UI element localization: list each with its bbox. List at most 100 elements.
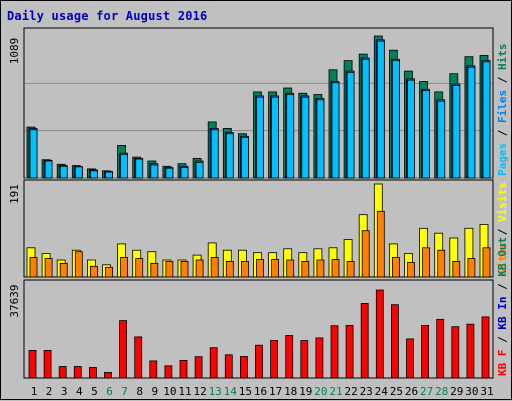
pages-bar bbox=[120, 154, 128, 179]
sites-bar bbox=[301, 260, 310, 278]
kbin-bar bbox=[375, 289, 384, 379]
x-tick-label: 10 bbox=[163, 385, 176, 398]
x-axis-labels: 1 2 3 4 5 6 7 8 9 10 11 12 13 14 15 16 17 18 19 20 21 22 23 24 2… bbox=[31, 385, 494, 398]
x-tick-label: 8 bbox=[136, 385, 143, 398]
kbin-bar bbox=[104, 371, 112, 379]
kbin-bar bbox=[285, 335, 294, 379]
pages-bar bbox=[376, 40, 385, 179]
sites-bar bbox=[90, 265, 98, 278]
sites-bar bbox=[120, 257, 128, 278]
x-tick-label: 19 bbox=[299, 385, 312, 398]
x-tick-label: 5 bbox=[91, 385, 98, 398]
kbin-bar bbox=[330, 325, 339, 379]
x-tick-label: 6 bbox=[106, 385, 113, 398]
kbin-bar bbox=[421, 324, 430, 379]
kbin-bar bbox=[134, 336, 143, 379]
pages-bar bbox=[437, 100, 446, 179]
kbin-bar bbox=[58, 366, 67, 379]
sites-bar bbox=[407, 261, 415, 278]
legend-hits: Pages / Files / Hits bbox=[496, 44, 509, 177]
sites-bar bbox=[467, 258, 476, 278]
kbin-bar bbox=[390, 304, 399, 379]
svg-text:Sites / Visits: Sites / Visits bbox=[496, 182, 509, 275]
pages-bar bbox=[452, 85, 461, 179]
kbin-bar bbox=[149, 360, 158, 379]
pages-bar bbox=[271, 96, 280, 179]
pages-bar bbox=[256, 96, 264, 179]
sites-bar bbox=[180, 260, 189, 278]
legend-sep-3: / bbox=[496, 228, 509, 235]
kbin-bar bbox=[466, 323, 475, 379]
kbin-bar bbox=[481, 316, 490, 379]
sites-bar bbox=[225, 260, 234, 278]
pages-bar bbox=[361, 58, 370, 179]
legend-sep-5: / bbox=[496, 283, 509, 290]
pages-bar bbox=[286, 94, 295, 179]
sites-bar bbox=[422, 247, 431, 278]
x-tick-label: 15 bbox=[239, 385, 252, 398]
kbin-bar bbox=[89, 367, 97, 379]
kbin-bar bbox=[119, 320, 127, 379]
ymax-label-kbytes: 37639 bbox=[8, 284, 21, 317]
x-tick-label: 17 bbox=[269, 385, 282, 398]
x-tick-label: 31 bbox=[480, 385, 493, 398]
ymax-label-visits: 191 bbox=[8, 184, 21, 204]
legend-visits: Sites / Visits bbox=[496, 182, 509, 275]
sites-bar bbox=[331, 259, 340, 278]
legend-kbytes: KB F / KB In / KB Out bbox=[496, 237, 509, 376]
kbin-bar bbox=[345, 324, 354, 379]
sites-bar bbox=[74, 251, 83, 278]
x-tick-label: 26 bbox=[405, 385, 418, 398]
x-tick-label: 21 bbox=[329, 385, 342, 398]
kbin-bar bbox=[73, 366, 82, 379]
x-tick-label: 4 bbox=[76, 385, 83, 398]
sites-bar bbox=[105, 266, 113, 278]
pages-bar bbox=[482, 61, 491, 179]
legend-kbin: KB In bbox=[496, 297, 509, 330]
legend-sites: Sites bbox=[496, 242, 509, 275]
kbin-bar bbox=[209, 347, 218, 379]
x-tick-label: 9 bbox=[151, 385, 158, 398]
pages-bar bbox=[407, 79, 415, 179]
pages-bar bbox=[90, 170, 98, 179]
legend-pages: Pages bbox=[496, 143, 509, 176]
pages-bar bbox=[150, 164, 159, 179]
bars-layer bbox=[25, 35, 492, 379]
svg-text:KB F / KB In: KB F / KB In / KB Out bbox=[496, 237, 509, 376]
sites-bar bbox=[271, 259, 280, 278]
sites-bar bbox=[29, 257, 38, 278]
sites-bar bbox=[346, 260, 355, 278]
panel-kbytes bbox=[23, 279, 494, 379]
sites-bar bbox=[195, 259, 204, 278]
ymax-label-hits: 1089 bbox=[8, 38, 21, 65]
svg-text:Pages / Files: Pages / Files / Hits bbox=[496, 44, 509, 177]
pages-bar bbox=[240, 137, 249, 179]
kbin-bar bbox=[255, 344, 263, 379]
pages-bar bbox=[316, 99, 325, 179]
pages-bar bbox=[44, 160, 53, 179]
legend-kbout: KB Out bbox=[496, 237, 509, 277]
pages-bar bbox=[59, 165, 68, 179]
kbin-bar bbox=[43, 349, 52, 379]
sites-bar bbox=[150, 262, 159, 278]
kbin-bar bbox=[315, 337, 324, 379]
sites-bar bbox=[210, 257, 219, 278]
kbin-bar bbox=[436, 318, 445, 379]
pages-bar bbox=[467, 66, 476, 179]
pages-bar bbox=[301, 96, 310, 179]
x-tick-label: 22 bbox=[344, 385, 357, 398]
pages-bar bbox=[422, 90, 431, 179]
sites-bar bbox=[256, 259, 264, 278]
sites-bar bbox=[316, 259, 325, 278]
sites-bar bbox=[165, 260, 174, 278]
sites-bar bbox=[376, 210, 385, 278]
legend-hits-label: Hits bbox=[496, 44, 509, 71]
pages-bar bbox=[105, 171, 113, 179]
kbin-bar bbox=[360, 302, 369, 379]
sites-bar bbox=[391, 257, 400, 278]
x-tick-label: 25 bbox=[390, 385, 403, 398]
x-tick-label: 16 bbox=[254, 385, 267, 398]
sites-bar bbox=[437, 249, 446, 278]
legend-kbf: KB F bbox=[496, 350, 509, 377]
